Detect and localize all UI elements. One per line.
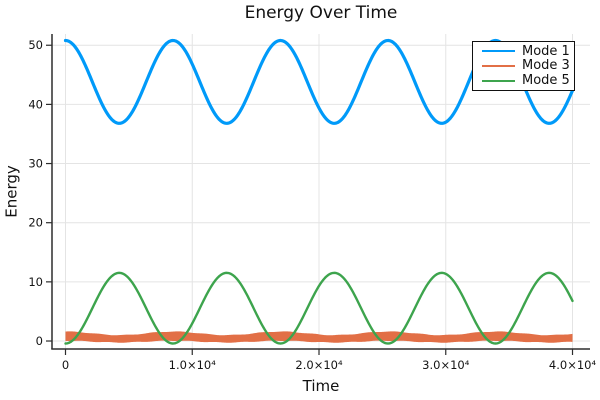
legend-row-mode-1: Mode 1: [482, 43, 570, 59]
legend-row-mode-3: Mode 3: [482, 58, 570, 74]
x-tick-label: 2.0×10⁴: [295, 358, 343, 372]
y-tick-label: 0: [36, 334, 43, 348]
y-tick-label: 20: [28, 216, 43, 230]
legend-label-mode-1: Mode 1: [522, 43, 570, 59]
x-tick-label: 3.0×10⁴: [422, 358, 470, 372]
series-mode-5-line: [64, 271, 574, 345]
y-axis-label: Energy: [2, 165, 21, 218]
y-tick-label: 30: [28, 157, 43, 171]
legend-label-mode-3: Mode 3: [522, 58, 570, 74]
x-tick-label: 1.0×10⁴: [169, 358, 217, 372]
y-tick-label: 10: [28, 275, 43, 289]
series-mode-3-band: [65, 331, 573, 343]
y-tick-label: 40: [28, 97, 43, 111]
x-axis-label: Time: [302, 377, 340, 395]
legend-swatch-mode-3: [482, 64, 515, 67]
x-tick-label: 0: [62, 358, 69, 372]
legend-swatch-mode-1: [482, 50, 515, 53]
chart-title: Energy Over Time: [244, 3, 398, 23]
legend-row-mode-5: Mode 5: [482, 73, 570, 89]
x-tick-label: 4.0×10⁴: [549, 358, 597, 372]
legend-swatch-mode-5: [482, 79, 515, 82]
legend: Mode 1 Mode 3 Mode 5: [472, 41, 575, 91]
legend-label-mode-5: Mode 5: [522, 73, 570, 89]
y-tick-label: 50: [28, 38, 43, 52]
